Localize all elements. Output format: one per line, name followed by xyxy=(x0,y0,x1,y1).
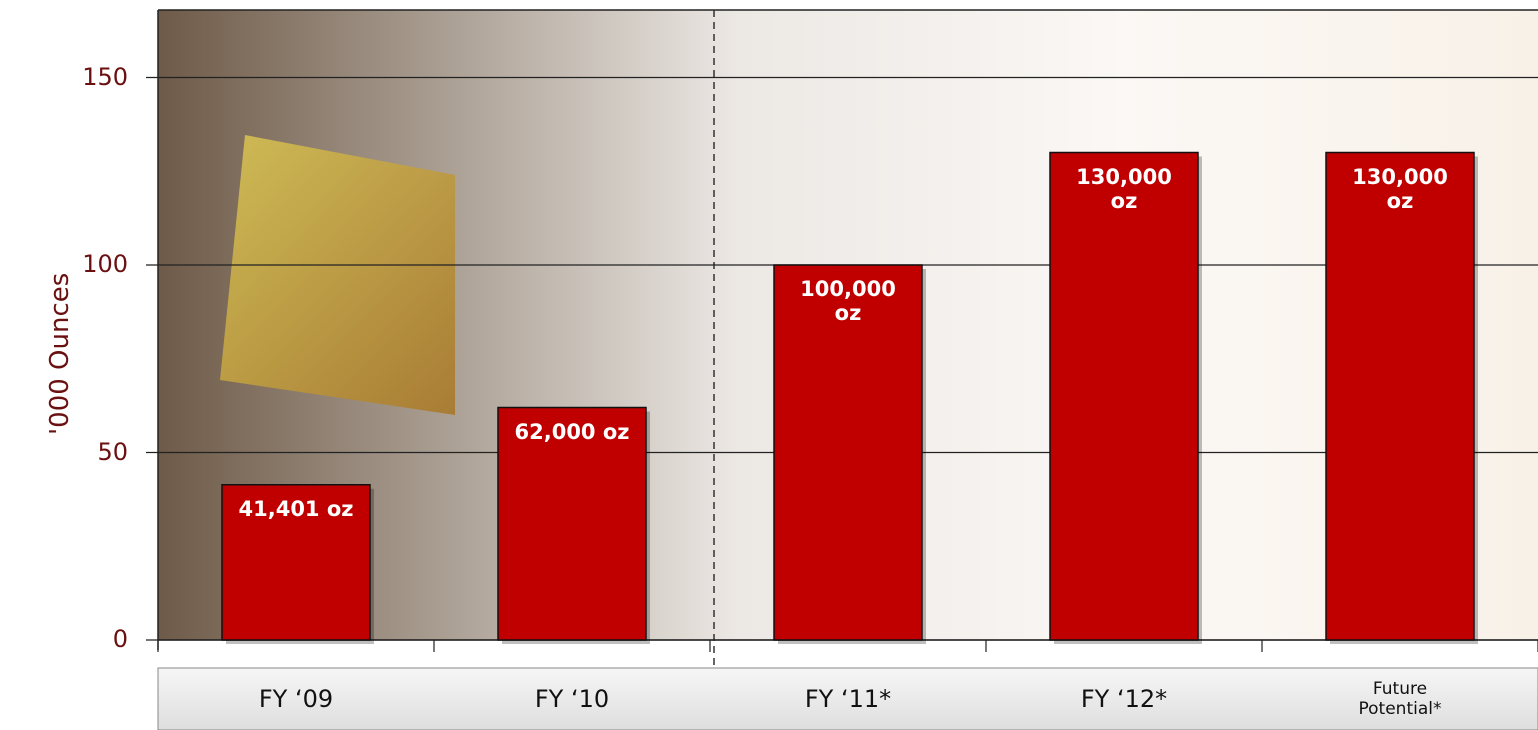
y-tick-label: 100 xyxy=(68,250,128,278)
y-tick-label: 150 xyxy=(68,63,128,91)
bar xyxy=(1326,153,1474,641)
chart: '000 Ounces 050100150FY ‘0941,401 ozFY ‘… xyxy=(0,0,1538,730)
value-label: 100,000 oz xyxy=(788,277,908,325)
x-tick-label: Future Potential* xyxy=(1340,670,1460,728)
x-tick-label: FY ‘10 xyxy=(512,670,632,728)
bar xyxy=(1050,153,1198,641)
y-tick-label: 0 xyxy=(68,625,128,653)
value-label: 41,401 oz xyxy=(236,497,356,521)
gold-bar-image xyxy=(220,135,455,415)
value-label: 130,000 oz xyxy=(1064,165,1184,213)
value-label: 130,000 oz xyxy=(1340,165,1460,213)
x-tick-label: FY ‘09 xyxy=(236,670,356,728)
x-tick-label: FY ‘11* xyxy=(788,670,908,728)
y-tick-label: 50 xyxy=(68,438,128,466)
value-label: 62,000 oz xyxy=(512,420,632,444)
plot xyxy=(0,0,1538,730)
x-tick-label: FY ‘12* xyxy=(1064,670,1184,728)
